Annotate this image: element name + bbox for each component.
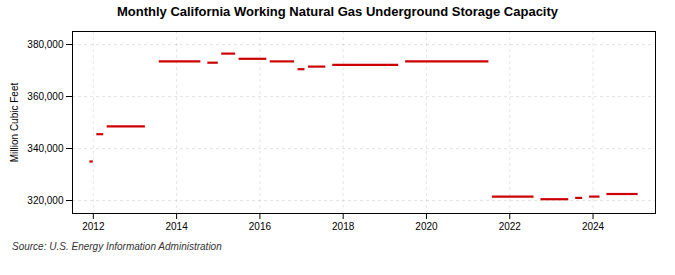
svg-text:340,000: 340,000: [27, 143, 64, 154]
svg-text:2022: 2022: [499, 221, 522, 232]
svg-text:320,000: 320,000: [27, 195, 64, 206]
svg-text:380,000: 380,000: [27, 39, 64, 50]
svg-text:2016: 2016: [249, 221, 272, 232]
html-text:Source: U.S. Energy Informatio: Source: U.S. Energy Information Administ…: [12, 241, 222, 252]
svg-text:2024: 2024: [582, 221, 605, 232]
svg-text:2014: 2014: [165, 221, 188, 232]
html-text:Monthly California Working Nat: Monthly California Working Natural Gas U…: [117, 4, 558, 19]
svg-text:2020: 2020: [415, 221, 438, 232]
svg-text:2018: 2018: [332, 221, 355, 232]
svg-text:Million Cubic Feet: Million Cubic Feet: [9, 83, 20, 163]
svg-text:2012: 2012: [82, 221, 105, 232]
svg-text:360,000: 360,000: [27, 91, 64, 102]
